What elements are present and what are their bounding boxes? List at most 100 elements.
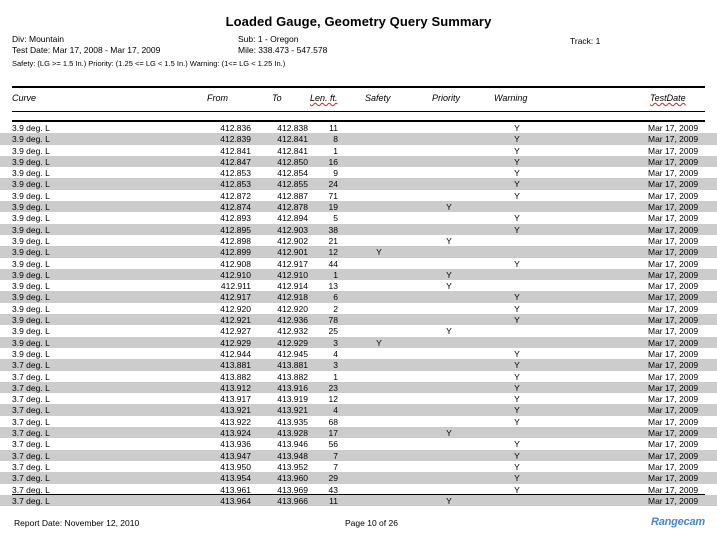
column-header-safety: Safety	[365, 93, 391, 103]
cell-from: 412.847	[220, 156, 251, 167]
cell-to: 412.894	[277, 213, 308, 224]
cell-length: 3	[333, 360, 338, 371]
cell-to: 413.966	[277, 495, 308, 506]
cell-curve: 3.9 deg. L	[12, 156, 50, 167]
table-row: 3.9 deg. L 412.839 412.841 8 Y Mar 17, 2009	[0, 133, 717, 145]
cell-warning-flag: Y	[514, 168, 520, 179]
cell-to: 412.917	[277, 258, 308, 269]
cell-to: 412.932	[277, 326, 308, 337]
table-row: 3.7 deg. L 413.922 413.935 68 Y Mar 17, 2009	[0, 416, 717, 427]
cell-warning-flag: Y	[514, 371, 520, 382]
cell-warning-flag: Y	[514, 292, 520, 303]
column-header-to: To	[272, 93, 282, 103]
cell-from: 412.898	[220, 235, 251, 246]
cell-testdate: Mar 17, 2009	[648, 303, 699, 314]
cell-testdate: Mar 17, 2009	[648, 371, 699, 382]
cell-length: 11	[329, 495, 338, 506]
cell-from: 412.836	[220, 123, 251, 133]
cell-warning-flag: Y	[514, 303, 520, 314]
cell-length: 24	[328, 179, 338, 190]
test-date-label: Test Date: Mar 17, 2008 - Mar 17, 2009	[12, 45, 161, 55]
cell-priority-flag: Y	[446, 326, 452, 337]
cell-to: 412.887	[277, 190, 308, 201]
table-row: 3.9 deg. L 412.893 412.894 5 Y Mar 17, 2009	[0, 212, 717, 223]
cell-to: 412.855	[277, 179, 308, 190]
cell-from: 413.964	[220, 495, 251, 506]
table-row: 3.9 deg. L 412.944 412.945 4 Y Mar 17, 2009	[0, 348, 717, 359]
cell-warning-flag: Y	[514, 179, 520, 190]
table-row: 3.7 deg. L 413.924 413.928 17 Y Mar 17, 2009	[0, 427, 717, 439]
report-meta-left: Div: Mountain Test Date: Mar 17, 2008 - …	[12, 34, 160, 56]
cell-curve: 3.7 deg. L	[12, 382, 50, 393]
table-row: 3.9 deg. L 412.895 412.903 38 Y Mar 17, 2009	[0, 223, 717, 235]
cell-to: 412.838	[277, 123, 308, 133]
report-meta-center: Sub: 1 - Oregon Mile: 338.473 - 547.578	[238, 34, 327, 56]
cell-from: 412.920	[220, 303, 251, 314]
cell-priority-flag: Y	[446, 281, 452, 292]
cell-curve: 3.9 deg. L	[12, 326, 50, 337]
column-header-from: From	[207, 93, 228, 103]
cell-from: 412.872	[220, 190, 251, 201]
cell-testdate: Mar 17, 2009	[648, 190, 699, 201]
cell-from: 413.954	[220, 473, 251, 484]
cell-testdate: Mar 17, 2009	[648, 394, 699, 405]
cell-from: 412.911	[220, 281, 251, 292]
cell-testdate: Mar 17, 2009	[648, 168, 699, 179]
cell-safety-flag: Y	[376, 337, 382, 348]
cell-from: 413.922	[220, 416, 251, 427]
cell-warning-flag: Y	[514, 224, 520, 235]
cell-curve: 3.7 deg. L	[12, 360, 50, 371]
cell-to: 413.919	[277, 394, 308, 405]
cell-warning-flag: Y	[514, 473, 520, 484]
table-row: 3.9 deg. L 412.899 412.901 12 Y Mar 17, 2009	[0, 246, 717, 258]
cell-warning-flag: Y	[514, 439, 520, 450]
division-label: Div: Mountain	[12, 34, 64, 44]
column-header-warning: Warning	[494, 93, 528, 103]
mile-range-label: Mile: 338.473 - 547.578	[238, 45, 328, 55]
cell-to: 412.901	[277, 247, 308, 258]
cell-testdate: Mar 17, 2009	[648, 348, 699, 359]
table-row: 3.9 deg. L 412.853 412.855 24 Y Mar 17, 2009	[0, 178, 717, 190]
table-row: 3.7 deg. L 413.917 413.919 12 Y Mar 17, 2009	[0, 393, 717, 404]
cell-to: 412.920	[277, 303, 308, 314]
cell-warning-flag: Y	[514, 315, 520, 326]
cell-to: 412.918	[277, 292, 308, 303]
cell-testdate: Mar 17, 2009	[648, 405, 699, 416]
cell-length: 11	[329, 123, 338, 133]
page-footer: Report Date: November 12, 2010 Page 10 o…	[0, 516, 717, 538]
cell-testdate: Mar 17, 2009	[648, 179, 699, 190]
cell-length: 12	[328, 247, 338, 258]
cell-safety-flag: Y	[376, 247, 382, 258]
cell-priority-flag: Y	[446, 269, 452, 280]
cell-to: 413.969	[277, 484, 308, 495]
column-header-testdate: TestDate	[650, 93, 686, 103]
cell-curve: 3.9 deg. L	[12, 202, 50, 213]
cell-from: 412.929	[220, 337, 251, 348]
cell-priority-flag: Y	[446, 202, 452, 213]
table-row: 3.9 deg. L 412.910 412.910 1 Y Mar 17, 2009	[0, 268, 717, 281]
cell-from: 413.950	[220, 461, 251, 472]
table-row: 3.9 deg. L 412.874 412.878 19 Y Mar 17, 2009	[0, 201, 717, 213]
cell-to: 412.945	[277, 348, 308, 359]
table-row: 3.9 deg. L 412.917 412.918 6 Y Mar 17, 2009	[0, 291, 717, 303]
table-row: 3.9 deg. L 412.836 412.838 11 Y Mar 17, 2009	[0, 122, 717, 133]
cell-to: 413.952	[277, 461, 308, 472]
table-row: 3.9 deg. L 412.847 412.850 16 Y Mar 17, 2009	[0, 155, 717, 168]
cell-length: 8	[333, 134, 338, 145]
cell-to: 413.921	[277, 405, 308, 416]
cell-curve: 3.9 deg. L	[12, 281, 50, 292]
cell-curve: 3.9 deg. L	[12, 292, 50, 303]
cell-length: 78	[328, 315, 338, 326]
cell-length: 17	[328, 428, 338, 439]
cell-to: 412.936	[277, 315, 308, 326]
cell-testdate: Mar 17, 2009	[648, 382, 699, 393]
cell-length: 13	[328, 281, 338, 292]
cell-curve: 3.7 deg. L	[12, 450, 50, 461]
cell-testdate: Mar 17, 2009	[648, 224, 699, 235]
cell-curve: 3.7 deg. L	[12, 394, 50, 405]
cell-from: 413.936	[220, 439, 251, 450]
cell-from: 413.912	[220, 382, 251, 393]
cell-testdate: Mar 17, 2009	[648, 360, 699, 371]
cell-curve: 3.9 deg. L	[12, 235, 50, 246]
cell-curve: 3.9 deg. L	[12, 315, 50, 326]
